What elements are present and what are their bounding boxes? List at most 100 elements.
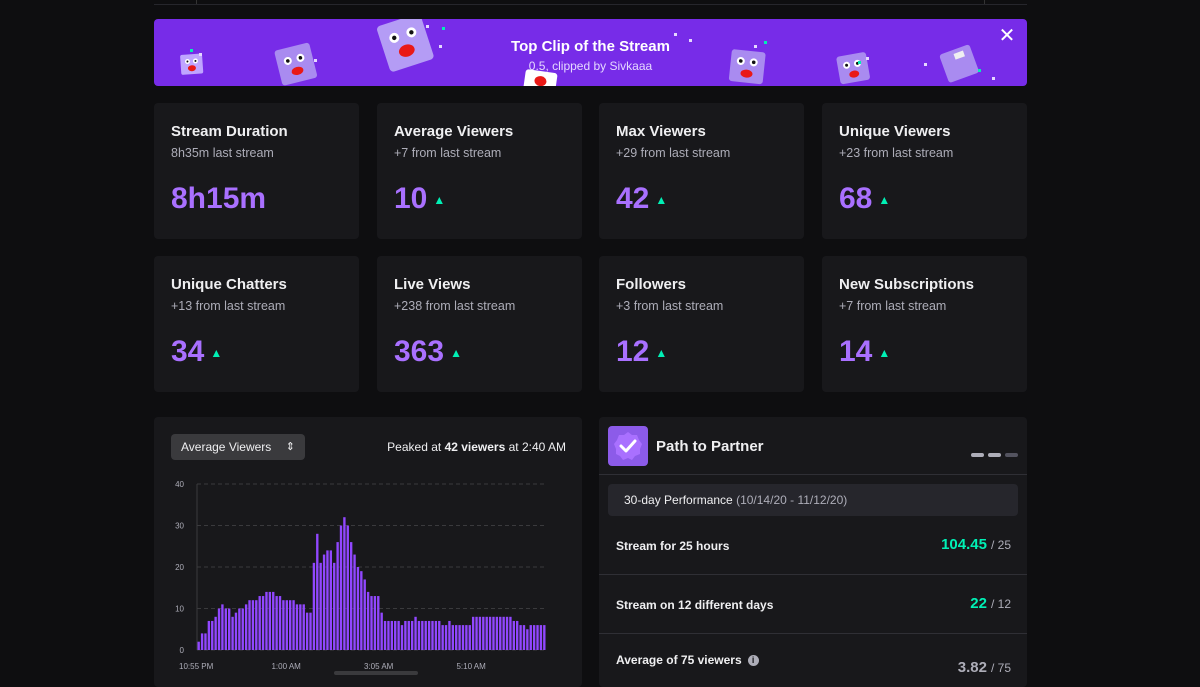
chart-bar[interactable] bbox=[448, 620, 451, 650]
chart-bar[interactable] bbox=[461, 625, 465, 650]
chart-bar[interactable] bbox=[312, 562, 316, 650]
chart-bar[interactable] bbox=[356, 567, 360, 650]
chart-bar[interactable] bbox=[204, 633, 207, 650]
chart-bar[interactable] bbox=[309, 612, 312, 650]
chart-bar[interactable] bbox=[499, 616, 502, 650]
chart-bar[interactable] bbox=[234, 612, 238, 650]
chart-bar[interactable] bbox=[197, 641, 200, 650]
chart-bar[interactable] bbox=[383, 620, 387, 650]
chart-bar[interactable] bbox=[543, 625, 546, 650]
chart-bar[interactable] bbox=[451, 625, 455, 650]
chart-bar[interactable] bbox=[224, 608, 227, 651]
chart-bar[interactable] bbox=[258, 596, 261, 650]
chart-bar[interactable] bbox=[288, 600, 292, 650]
chart-bar[interactable] bbox=[278, 596, 282, 650]
chart-bar[interactable] bbox=[336, 542, 339, 650]
chart-bar[interactable] bbox=[339, 525, 343, 651]
chart-bar[interactable] bbox=[478, 616, 482, 650]
chart-bar[interactable] bbox=[458, 625, 461, 650]
chart-bar[interactable] bbox=[424, 620, 427, 650]
chart-bar[interactable] bbox=[255, 600, 258, 650]
chart-bar[interactable] bbox=[539, 625, 543, 650]
chart-bar[interactable] bbox=[522, 625, 526, 650]
chart-bar[interactable] bbox=[272, 591, 275, 650]
chart-bar[interactable] bbox=[455, 625, 458, 650]
chart-bar[interactable] bbox=[394, 620, 397, 650]
chart-bar[interactable] bbox=[536, 625, 539, 650]
chart-bar[interactable] bbox=[421, 620, 424, 650]
chart-bar[interactable] bbox=[414, 616, 417, 650]
chart-bar[interactable] bbox=[519, 625, 522, 650]
chart-bar[interactable] bbox=[241, 608, 244, 651]
chart-bar[interactable] bbox=[207, 620, 211, 650]
chart-bar[interactable] bbox=[343, 517, 346, 650]
chart-bar[interactable] bbox=[282, 600, 285, 650]
chart-bar[interactable] bbox=[516, 620, 519, 650]
chart-bar[interactable] bbox=[285, 600, 288, 650]
chart-bar[interactable] bbox=[438, 620, 441, 650]
chart-bar[interactable] bbox=[400, 625, 404, 650]
chart-bar[interactable] bbox=[322, 554, 326, 650]
chart-bar[interactable] bbox=[444, 625, 448, 650]
chart-bar[interactable] bbox=[377, 596, 380, 650]
chart-bar[interactable] bbox=[231, 616, 234, 650]
chart-bar[interactable] bbox=[526, 629, 529, 650]
info-icon[interactable]: i bbox=[747, 655, 759, 666]
chart-bar[interactable] bbox=[441, 625, 444, 650]
chart-bar[interactable] bbox=[512, 620, 515, 650]
chart-bar[interactable] bbox=[509, 616, 512, 650]
chart-bar[interactable] bbox=[248, 600, 251, 650]
chart-bar[interactable] bbox=[502, 616, 505, 650]
pager-dot[interactable] bbox=[988, 453, 1001, 457]
chart-bar[interactable] bbox=[275, 596, 278, 650]
chart-bar[interactable] bbox=[295, 604, 299, 650]
chart-bar[interactable] bbox=[349, 542, 353, 650]
chart-bar[interactable] bbox=[471, 616, 475, 650]
chart-bar[interactable] bbox=[465, 625, 468, 650]
chart-bar[interactable] bbox=[302, 604, 305, 650]
chart-bar[interactable] bbox=[217, 608, 221, 651]
chart-bar[interactable] bbox=[221, 604, 224, 650]
chart-bar[interactable] bbox=[353, 554, 356, 650]
chart-bar[interactable] bbox=[305, 612, 309, 650]
chart-bar[interactable] bbox=[488, 616, 492, 650]
chart-bar[interactable] bbox=[482, 616, 485, 650]
chart-bar[interactable] bbox=[363, 579, 366, 650]
chart-bar[interactable] bbox=[214, 616, 217, 650]
chart-bar[interactable] bbox=[316, 533, 319, 650]
carousel-pager[interactable] bbox=[967, 444, 1018, 462]
chart-bar[interactable] bbox=[475, 616, 478, 650]
chart-bar[interactable] bbox=[387, 620, 390, 650]
chart-bar[interactable] bbox=[366, 591, 370, 650]
chart-bar[interactable] bbox=[397, 620, 400, 650]
chart-bar[interactable] bbox=[244, 604, 248, 650]
horizontal-scrollbar[interactable] bbox=[334, 671, 418, 675]
chart-bar[interactable] bbox=[268, 591, 272, 650]
chart-bar[interactable] bbox=[346, 525, 349, 651]
metric-select-dropdown[interactable]: Average Viewers ⇕ bbox=[171, 434, 305, 460]
chart-bar[interactable] bbox=[485, 616, 488, 650]
chart-bar[interactable] bbox=[431, 620, 434, 650]
chart-bar[interactable] bbox=[265, 591, 268, 650]
chart-bar[interactable] bbox=[495, 616, 499, 650]
pager-dot[interactable] bbox=[971, 453, 984, 457]
banner-subtitle[interactable]: 0.5, clipped by Sivkaaa bbox=[528, 59, 653, 73]
chart-bar[interactable] bbox=[333, 562, 336, 650]
chart-bar[interactable] bbox=[417, 620, 421, 650]
chart-bar[interactable] bbox=[292, 600, 295, 650]
chart-bar[interactable] bbox=[299, 604, 302, 650]
chart-bar[interactable] bbox=[373, 596, 377, 650]
chart-bar[interactable] bbox=[468, 625, 471, 650]
chart-bar[interactable] bbox=[370, 596, 373, 650]
chart-bar[interactable] bbox=[251, 600, 255, 650]
chart-bar[interactable] bbox=[529, 625, 532, 650]
chart-bar[interactable] bbox=[390, 620, 394, 650]
chart-bar[interactable] bbox=[238, 608, 241, 651]
chart-bar[interactable] bbox=[261, 596, 265, 650]
chart-bar[interactable] bbox=[410, 620, 414, 650]
chart-bar[interactable] bbox=[434, 620, 438, 650]
chart-bar[interactable] bbox=[329, 550, 333, 650]
chart-bar[interactable] bbox=[319, 562, 322, 650]
chart-bar[interactable] bbox=[360, 571, 363, 650]
chart-bar[interactable] bbox=[228, 608, 231, 651]
